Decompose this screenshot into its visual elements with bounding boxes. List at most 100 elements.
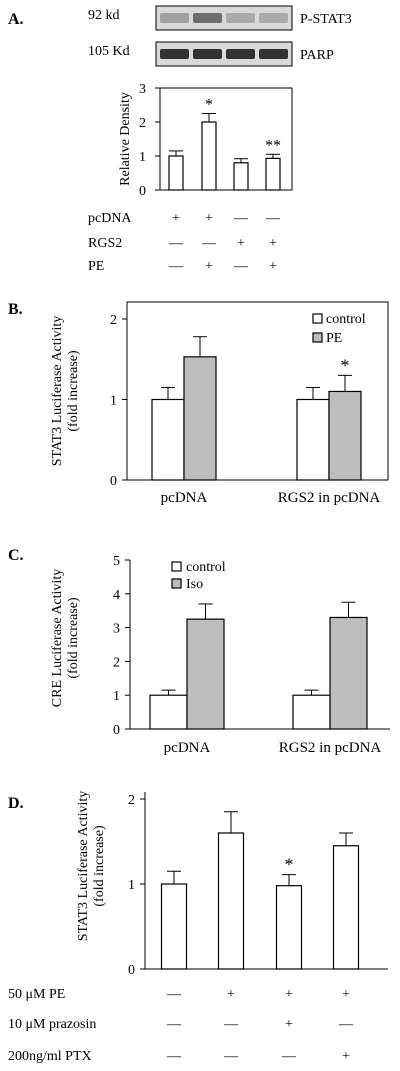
blot-band [259,13,288,23]
panel-b-bar-pe [183,356,217,481]
condition-mark: — [166,1049,182,1064]
panel-d-y-tick-label: 1 [128,878,135,893]
panel-a-bar [168,155,184,191]
y-axis-title: CRE Luciferase Activity (fold increase) [50,569,81,707]
panel-a-y-tick-label: 3 [139,82,146,97]
panel-a-frame [159,87,293,191]
panel-b-frame [126,301,389,481]
legend-label: Iso [186,577,203,592]
y-axis-title-line: STAT3 Luciferase Activity [76,791,91,942]
condition-mark: + [205,211,213,226]
y-axis-title-line: (fold increase) [92,825,107,907]
panel-a-significance: ** [265,137,281,154]
condition-mark: — [168,259,184,274]
condition-mark: — [223,1017,239,1032]
panel-c-y-tick-label: 5 [113,554,120,569]
condition-mark: + [227,987,235,1002]
y-axis-title: STAT3 Luciferase Activity (fold increase) [76,791,107,942]
panel-b-category-label: pcDNA [161,490,208,506]
blot-band [226,13,255,23]
panel-a-bar [233,162,249,191]
blot-protein-label: PARP [300,48,334,63]
condition-mark: — [233,259,249,274]
blot-band [160,49,189,59]
legend-label: control [186,560,226,575]
legend-label: control [326,312,366,327]
panel-b-bar-pe [328,390,362,481]
blot-band [160,13,189,23]
condition-label: RGS2 [88,236,122,251]
panel-c-category-label: pcDNA [164,740,211,756]
y-axis-title-line: (fold increase) [66,597,81,679]
y-axis-title-line: (fold increase) [66,350,81,432]
condition-mark: — [166,1017,182,1032]
condition-label: 50 μM PE [8,987,65,1002]
panel-b-y-tick-label: 2 [110,313,117,328]
condition-mark: — [233,211,249,226]
panel-c-y-tick-label: 2 [113,655,120,670]
legend-label: PE [326,331,342,346]
panel-c-bar-iso [329,616,368,730]
panel-d-y-tick-label: 2 [128,793,135,808]
condition-label: 200ng/ml PTX [8,1049,92,1064]
panel-label-a: A. [8,11,24,28]
condition-label: 10 μM prazosin [8,1017,96,1032]
condition-mark: — [338,1017,354,1032]
panel-a-y-tick-label: 1 [139,150,146,165]
blot-protein-label: P-STAT3 [300,12,352,27]
y-axis-title-line: Relative Density [118,92,133,186]
panel-c-y-tick-label: 3 [113,622,120,637]
blot-band [226,49,255,59]
panel-d-significance: * [285,855,294,875]
panel-c-category-label: RGS2 in pcDNA [279,740,382,756]
panel-c-y-tick-label: 4 [113,588,120,603]
legend-swatch-control [312,313,323,324]
condition-mark: + [172,211,180,226]
condition-mark: — [166,987,182,1002]
panel-c-bar-iso [186,618,225,730]
condition-mark: + [342,987,350,1002]
condition-mark: — [168,236,184,251]
blot-band [193,13,222,23]
panel-label-c: C. [8,547,24,564]
condition-mark: + [285,987,293,1002]
blot-mw-label: 105 Kd [88,44,130,59]
condition-mark: + [269,236,277,251]
y-axis-title-line: CRE Luciferase Activity [50,569,65,707]
legend-swatch-pe [312,332,323,343]
panel-a-y-tick-label: 2 [139,116,146,131]
panel-c-y-tick-label: 1 [113,689,120,704]
panel-a-y-tick-label: 0 [139,184,146,199]
condition-mark: + [285,1017,293,1032]
panel-a-significance: * [205,97,213,114]
condition-mark: — [265,211,281,226]
condition-mark: — [201,236,217,251]
y-axis-title: Relative Density [118,92,133,186]
panel-d-bar [332,845,360,970]
panel-b-y-tick-label: 1 [110,394,117,409]
panel-c-y-tick-label: 0 [113,723,120,738]
panel-b-bar-control [151,398,185,481]
legend-swatch-iso [171,578,182,589]
condition-label: PE [88,259,104,274]
panel-c-bar-control [149,694,188,730]
y-axis-title: STAT3 Luciferase Activity (fold increase) [50,316,81,467]
panel-d-bar [160,883,188,970]
y-axis-title-line: STAT3 Luciferase Activity [50,316,65,467]
panel-b-category-label: RGS2 in pcDNA [278,490,381,506]
panel-c-bar-control [292,694,331,730]
blot-band [259,49,288,59]
panel-b-y-tick-label: 0 [110,474,117,489]
condition-mark: + [237,236,245,251]
panel-b-significance: * [341,355,350,375]
panel-label-d: D. [8,795,24,812]
condition-mark: + [205,259,213,274]
panel-b-bar-control [296,398,330,481]
condition-label: pcDNA [88,211,132,226]
panel-a-bar [201,121,217,191]
panel-label-b: B. [8,301,23,318]
panel-d-bar [275,885,303,970]
blot-band [193,49,222,59]
condition-mark: — [281,1049,297,1064]
